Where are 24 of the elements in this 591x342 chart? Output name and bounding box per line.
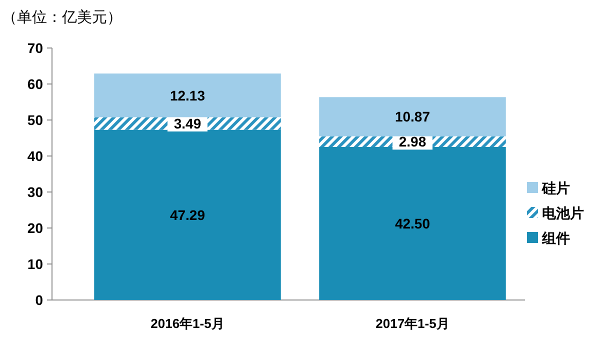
- y-axis-title: （单位：亿美元）: [2, 9, 122, 26]
- bar: [94, 130, 281, 300]
- data-label: 47.29: [170, 206, 206, 223]
- y-tick-label: 60: [27, 76, 44, 92]
- bar: [319, 97, 506, 136]
- y-tick-label: 50: [27, 112, 44, 128]
- y-tick-label: 20: [27, 220, 44, 236]
- legend-label: 硅片: [541, 180, 570, 196]
- y-tick-label: 70: [27, 40, 44, 56]
- legend-label: 电池片: [542, 205, 584, 221]
- x-tick-label: 2017年1-5月: [376, 316, 450, 331]
- data-label: 42.50: [394, 216, 430, 232]
- y-tick-label: 0: [35, 292, 44, 308]
- data-label: 12.13: [170, 87, 206, 104]
- x-tick-label: 2016年1-5月: [150, 316, 224, 331]
- bar: [319, 147, 506, 300]
- bar: [94, 74, 281, 118]
- data-label: 3.49: [174, 115, 202, 132]
- y-tick-label: 30: [27, 184, 44, 200]
- y-tick-label: 40: [27, 148, 44, 164]
- data-label: 10.87: [394, 108, 430, 125]
- data-label: 2.98: [398, 134, 426, 150]
- y-tick-label: 10: [27, 256, 44, 272]
- legend-label: 组件: [541, 230, 570, 246]
